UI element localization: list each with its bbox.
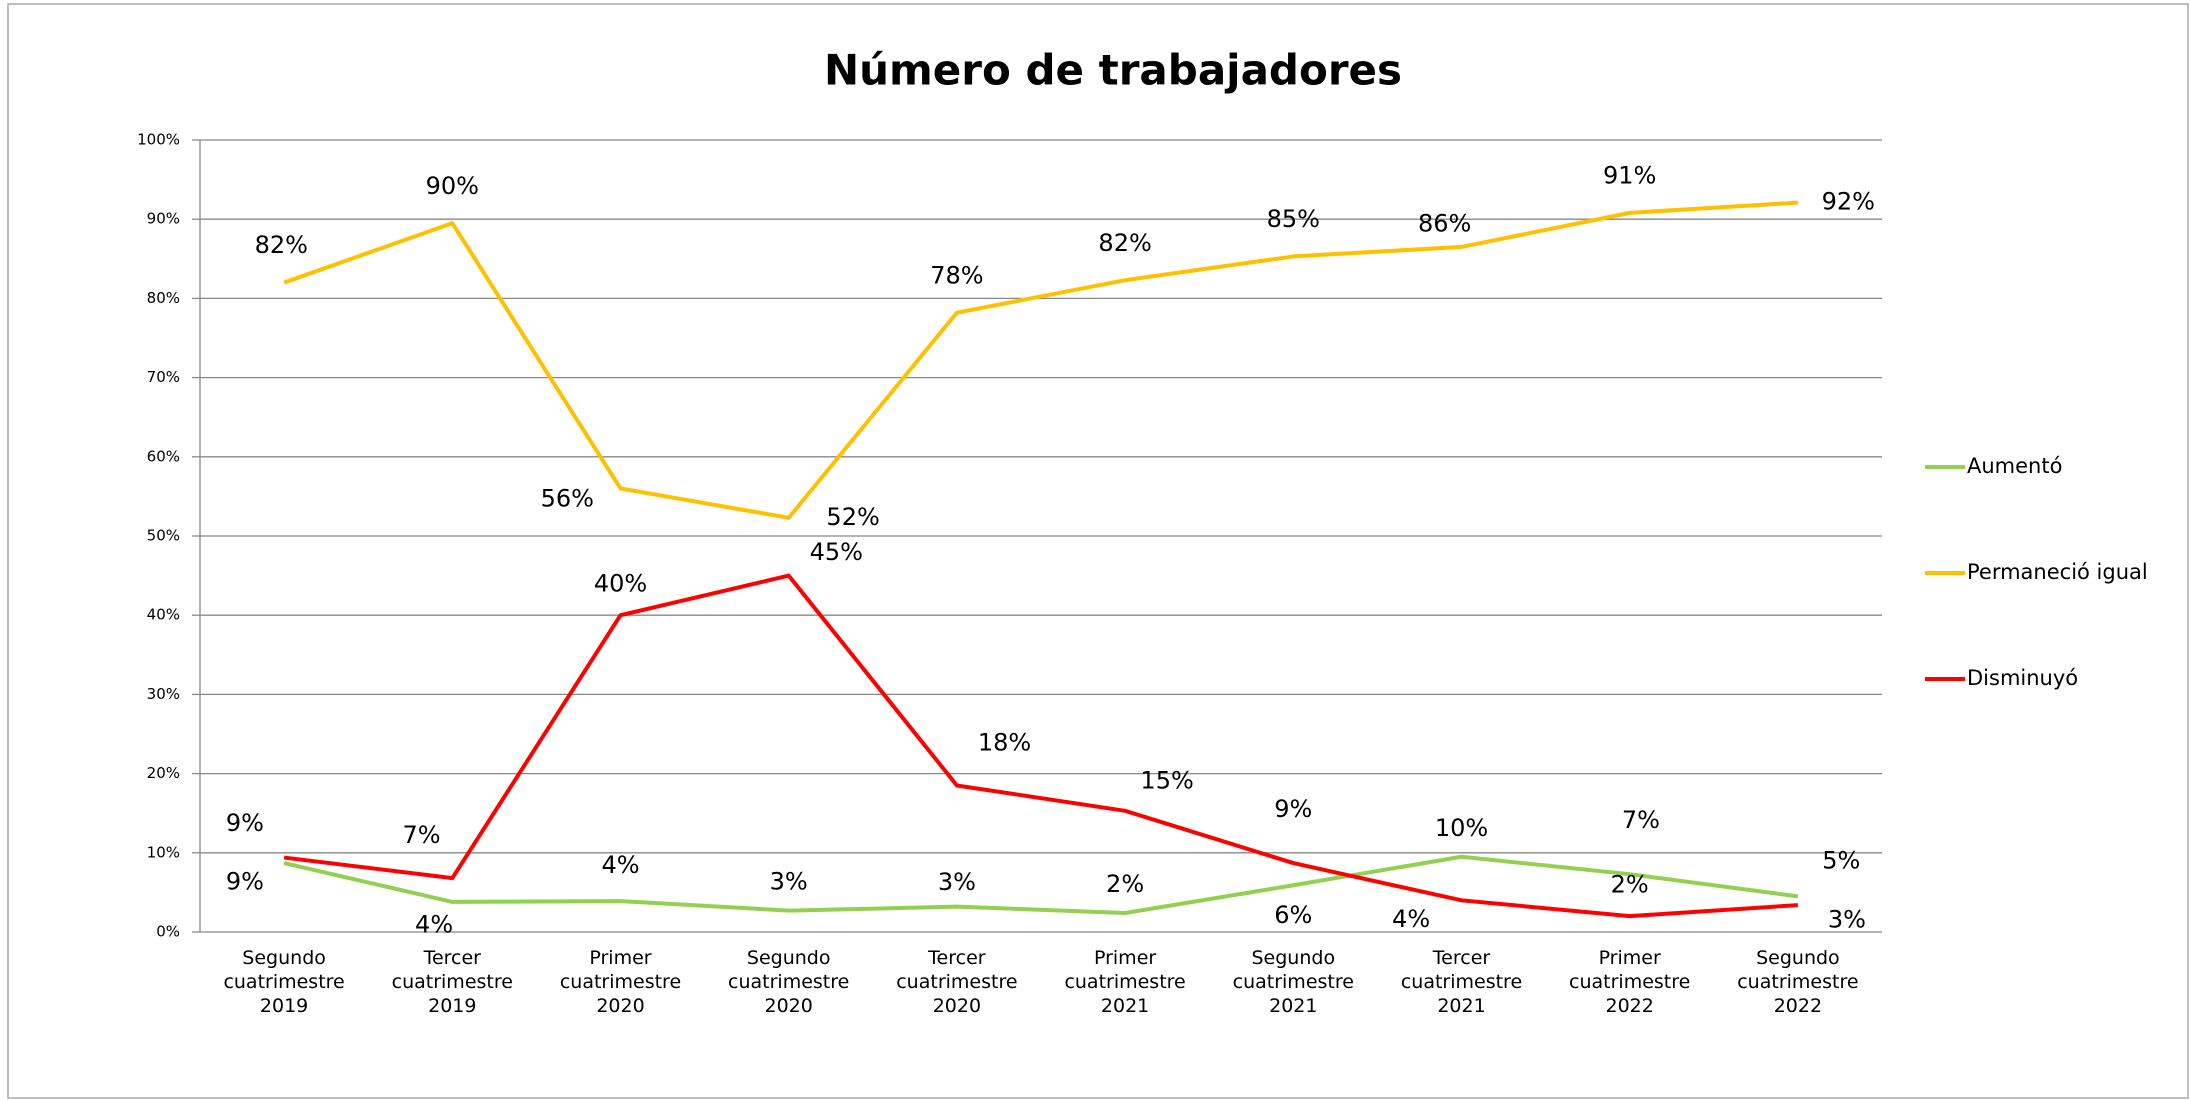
data-label: 9% <box>226 809 264 837</box>
data-label: 3% <box>770 868 808 896</box>
x-tick-label: Segundo cuatrimestre 2022 <box>1737 947 1859 1017</box>
data-label: 9% <box>1274 795 1312 823</box>
chart-title: Número de trabajadores <box>824 46 1402 95</box>
x-tick-label: Primer cuatrimestre 2021 <box>1064 947 1186 1017</box>
data-label: 52% <box>826 503 879 531</box>
data-label: 82% <box>255 231 308 259</box>
x-tick-label: Segundo cuatrimestre 2020 <box>728 947 850 1017</box>
data-label: 56% <box>541 485 594 513</box>
y-tick-label: 30% <box>147 685 180 703</box>
legend-label: Permaneció igual <box>1967 560 2148 584</box>
x-tick-label: Segundo cuatrimestre 2019 <box>223 947 345 1017</box>
x-tick-label: Primer cuatrimestre 2020 <box>559 947 682 1017</box>
data-label: 92% <box>1822 188 1875 216</box>
data-label: 85% <box>1267 205 1320 233</box>
y-tick-label: 10% <box>147 843 180 861</box>
data-label: 2% <box>1611 870 1649 898</box>
data-label: 7% <box>1622 806 1660 834</box>
data-label: 40% <box>594 569 647 597</box>
data-label: 78% <box>930 261 983 289</box>
y-tick-label: 60% <box>147 447 180 465</box>
data-label: 86% <box>1418 210 1471 238</box>
data-label: 4% <box>415 911 453 939</box>
data-label: 3% <box>1828 905 1866 933</box>
data-label: 4% <box>1392 905 1430 933</box>
data-label: 9% <box>226 868 264 896</box>
y-tick-label: 40% <box>147 606 180 624</box>
series-line <box>283 200 1799 520</box>
data-label: 2% <box>1106 870 1144 898</box>
data-label: 3% <box>938 868 976 896</box>
legend-label: Disminuyó <box>1967 666 2078 690</box>
data-label: 45% <box>810 538 863 566</box>
data-label: 5% <box>1822 846 1860 874</box>
data-label: 82% <box>1098 229 1151 257</box>
x-tick-label: Tercer cuatrimestre 2020 <box>896 947 1018 1017</box>
frame <box>7 3 2189 1099</box>
data-label: 90% <box>426 172 479 200</box>
x-tick-label: Primer cuatrimestre 2022 <box>1569 947 1691 1017</box>
y-tick-label: 20% <box>147 764 180 782</box>
y-tick-label: 80% <box>147 289 180 307</box>
data-label: 7% <box>402 821 440 849</box>
x-tick-label: Tercer cuatrimestre 2021 <box>1400 947 1523 1017</box>
y-tick-label: 70% <box>147 368 180 386</box>
series-line <box>283 854 1799 915</box>
data-label: 4% <box>601 851 639 879</box>
data-label: 15% <box>1140 766 1193 794</box>
y-tick-label: 90% <box>147 210 180 228</box>
data-label: 6% <box>1274 901 1312 929</box>
y-tick-label: 100% <box>137 131 180 149</box>
data-label: 10% <box>1435 814 1488 842</box>
data-label: 91% <box>1603 161 1656 189</box>
x-tick-label: Segundo cuatrimestre 2021 <box>1232 947 1354 1017</box>
data-label: 18% <box>978 728 1031 756</box>
x-tick-label: Tercer cuatrimestre 2019 <box>391 947 513 1017</box>
y-tick-label: 0% <box>156 923 180 941</box>
legend-label: Aumentó <box>1967 454 2062 478</box>
y-tick-label: 50% <box>147 527 180 545</box>
series-line <box>283 573 1799 919</box>
